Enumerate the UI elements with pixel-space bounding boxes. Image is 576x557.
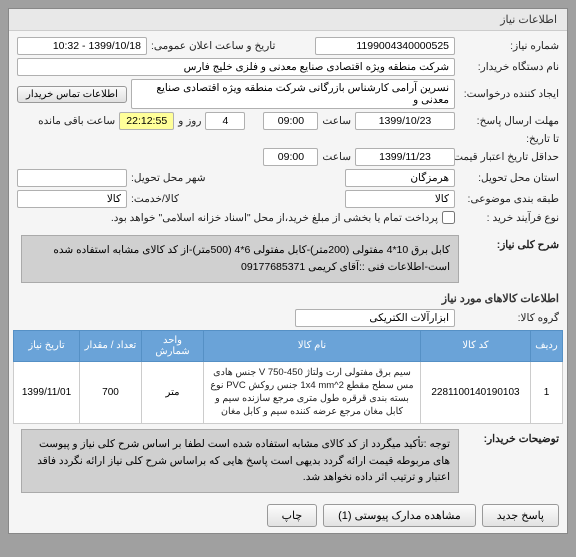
group-label: گروه کالا: <box>459 312 559 324</box>
kala-field: کالا <box>17 190 127 208</box>
countdown-field: 22:12:55 <box>119 112 174 130</box>
cell-qty: 700 <box>80 361 142 423</box>
need-number-field: 1199004340000525 <box>315 37 455 55</box>
table-row[interactable]: 1 2281100140190103 سیم برق مفتولی ارت ول… <box>14 361 563 423</box>
form-section: شماره نیاز: 1199004340000525 تاریخ و ساع… <box>9 31 567 233</box>
sharh-text-box: کابل برق 10*4 مفتولی (200متر)-کابل مفتول… <box>21 235 459 283</box>
remain-label: ساعت باقی مانده <box>38 115 115 127</box>
days-count-field: 4 <box>205 112 245 130</box>
col-unit: واحد شمارش <box>142 330 204 361</box>
col-code: کد کالا <box>421 330 531 361</box>
items-section-header: اطلاعات کالاهای مورد نیاز <box>9 288 567 309</box>
delivery-province-field: هرمزگان <box>345 169 455 187</box>
creator-label: ایجاد کننده درخواست: <box>459 88 559 100</box>
col-date: تاریخ نیاز <box>14 330 80 361</box>
buyer-org-field: شرکت منطقه ویژه اقتصادی صنایع معدنی و فل… <box>17 58 455 76</box>
delivery-city-field <box>17 169 127 187</box>
panel-tab-header: اطلاعات نیاز <box>9 9 567 31</box>
cell-unit: متر <box>142 361 204 423</box>
footer-bar: پاسخ جدید مشاهده مدارک پیوستی (1) چاپ <box>9 498 567 533</box>
refund-checkbox[interactable] <box>442 211 455 224</box>
group-field: ابزارآلات الکتریکی <box>295 309 455 327</box>
delivery-city-label: شهر محل تحویل: <box>131 172 206 184</box>
validity-date-field: 1399/11/23 <box>355 148 455 166</box>
attachments-button[interactable]: مشاهده مدارک پیوستی (1) <box>323 504 476 527</box>
buyer-org-label: نام دستگاه خریدار: <box>459 61 559 73</box>
saat-label-2: ساعت <box>322 151 351 163</box>
kala-khedmat-label: کالا/خدمت: <box>131 193 179 205</box>
cell-name: سیم برق مفتولی ارت ولتاژ 450-750 V جنس ه… <box>204 361 421 423</box>
print-button[interactable]: چاپ <box>267 504 318 527</box>
new-answer-button[interactable]: پاسخ جدید <box>482 504 559 527</box>
public-date-label: تاریخ و ساعت اعلان عمومی: <box>151 40 275 52</box>
need-number-label: شماره نیاز: <box>459 40 559 52</box>
table-header-row: ردیف کد کالا نام کالا واحد شمارش تعداد /… <box>14 330 563 361</box>
col-name: نام کالا <box>204 330 421 361</box>
public-date-field: 1399/10/18 - 10:32 <box>17 37 147 55</box>
saat-label-1: ساعت <box>322 115 351 127</box>
rooz-va-label: روز و <box>178 115 201 127</box>
tab-title: اطلاعات نیاز <box>500 14 557 26</box>
sharh-label: شرح کلی نیاز: <box>467 233 559 251</box>
delivery-province-label: استان محل تحویل: <box>459 172 559 184</box>
reply-time-field: 09:00 <box>263 112 318 130</box>
category-label: طبقه بندی موضوعی: <box>459 193 559 205</box>
items-table: ردیف کد کالا نام کالا واحد شمارش تعداد /… <box>13 330 563 424</box>
cell-code: 2281100140190103 <box>421 361 531 423</box>
buy-type-label: نوع فرآیند خرید : <box>459 212 559 224</box>
reply-deadline-label: مهلت ارسال پاسخ: <box>459 115 559 127</box>
tozihat-text-box: توجه :تأکید میگردد از کد کالای مشابه است… <box>21 429 459 493</box>
min-validity-label: حداقل تاریخ اعتبار قیمت: <box>459 151 559 163</box>
tozihat-label: توضیحات خریدار: <box>467 427 559 445</box>
validity-time-field: 09:00 <box>263 148 318 166</box>
buyer-contact-button[interactable]: اطلاعات تماس خریدار <box>17 86 127 103</box>
category-field: کالا <box>345 190 455 208</box>
reply-date-field: 1399/10/23 <box>355 112 455 130</box>
need-info-panel: اطلاعات نیاز شماره نیاز: 119900434000052… <box>8 8 568 534</box>
refund-note: پرداخت تمام یا بخشی از مبلغ خرید،از محل … <box>111 212 438 224</box>
creator-field: نسرین آرامی کارشناس بازرگانی شرکت منطقه … <box>131 79 455 109</box>
cell-idx: 1 <box>531 361 563 423</box>
ta-tarikh-label: تا تاریخ: <box>459 133 559 145</box>
cell-date: 1399/11/01 <box>14 361 80 423</box>
col-qty: تعداد / مقدار <box>80 330 142 361</box>
col-idx: ردیف <box>531 330 563 361</box>
